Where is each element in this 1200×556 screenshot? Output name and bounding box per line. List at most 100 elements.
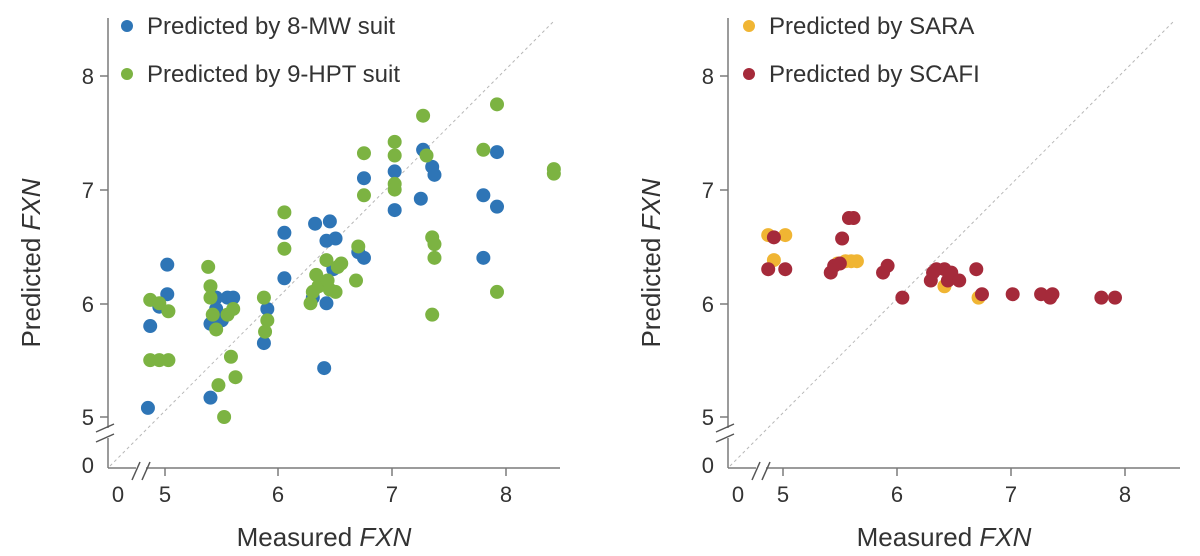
data-point [319,253,334,268]
data-point [387,164,402,179]
x-tick-label: 6 [272,482,284,507]
data-point [226,301,241,316]
x-tick-label: 0 [112,482,124,507]
data-point [387,203,402,218]
data-point [223,349,238,364]
data-point [308,216,323,231]
data-point [1005,287,1020,302]
data-point [226,290,241,305]
data-point [349,273,364,288]
y-axis-break-mark [95,423,115,433]
data-point [490,199,505,214]
x-axis-label-prefix: Measured [857,522,980,552]
data-point [1108,290,1123,305]
x-axis-break-mark [131,461,141,481]
data-point [419,148,434,163]
data-point [969,262,984,277]
data-point [490,284,505,299]
y-axis-label-var: FXN [636,178,666,230]
legend-label: Predicted by 8-MW suit [147,13,395,40]
data-point [160,287,175,302]
series-1 [140,142,505,415]
y-axis-label-var: FXN [16,178,46,230]
x-axis-break-mark [141,461,151,481]
data-point [205,307,220,322]
data-point [490,145,505,160]
data-point [258,324,273,339]
data-point [476,142,491,157]
data-point [228,370,243,385]
legend-label: Predicted by SARA [769,13,974,40]
legend: Predicted by 8-MW suit Predicted by 9-HPT… [121,13,400,88]
data-point [425,307,440,322]
y-tick-label: 5 [702,405,714,430]
data-point [256,290,271,305]
x-tick-label: 8 [1119,482,1131,507]
data-point [203,279,218,294]
x-tick-label: 7 [386,482,398,507]
data-point [277,225,292,240]
x-axis-break-gap [136,458,146,478]
y-tick-label: 8 [82,64,94,89]
x-axis-label: Measured FXN [857,522,1032,552]
data-point [846,211,861,226]
data-point [427,237,442,252]
data-point [160,257,175,272]
data-point [1045,287,1060,302]
y-tick-label: 7 [702,178,714,203]
data-point [835,231,850,246]
data-point [152,296,167,311]
data-point [387,182,402,197]
data-point [334,256,349,271]
data-point [490,97,505,112]
data-point [766,230,781,245]
y-axis-label-prefix: Predicted [16,230,46,347]
x-tick-label: 5 [777,482,789,507]
data-point [143,319,158,334]
data-point [356,250,371,265]
legend-label: Predicted by 9-HPT suit [147,61,400,88]
data-point [356,188,371,203]
data-point [328,284,343,299]
y-tick-label: 5 [82,405,94,430]
data-point [880,258,895,273]
data-point [317,361,332,376]
data-point [140,400,155,415]
data-point [778,262,793,277]
data-point [319,296,334,311]
y-tick-label: 8 [702,64,714,89]
data-point [201,259,216,274]
data-point [303,296,318,311]
data-point [1094,290,1109,305]
legend: Predicted by SARA Predicted by SCAFI [743,13,980,88]
legend-marker [743,20,755,32]
x-axis-break-gap [756,458,766,478]
x-tick-label: 5 [159,482,171,507]
y-tick-label: 6 [702,292,714,317]
data-point [778,228,793,243]
data-point [427,250,442,265]
y-axis-break-mark [715,423,735,433]
y-axis-break-mark [715,433,735,443]
y-tick-label: 7 [82,178,94,203]
data-point [356,146,371,161]
x-axis-break-mark [751,461,761,481]
x-tick-label: 8 [500,482,512,507]
y-axis-label: Predicted FXN [16,178,46,347]
x-tick-label: 0 [732,482,744,507]
series-2 [761,211,1123,305]
data-point [416,108,431,123]
data-point [328,231,343,246]
y-axis-break-mark [95,433,115,443]
x-axis-label-prefix: Measured [237,522,360,552]
data-point [260,301,275,316]
data-point [387,134,402,149]
data-point [476,250,491,265]
data-point [351,239,366,254]
y-axis-label-prefix: Predicted [636,230,666,347]
data-point [161,353,176,368]
data-point [211,378,226,393]
x-tick-label: 6 [891,482,903,507]
